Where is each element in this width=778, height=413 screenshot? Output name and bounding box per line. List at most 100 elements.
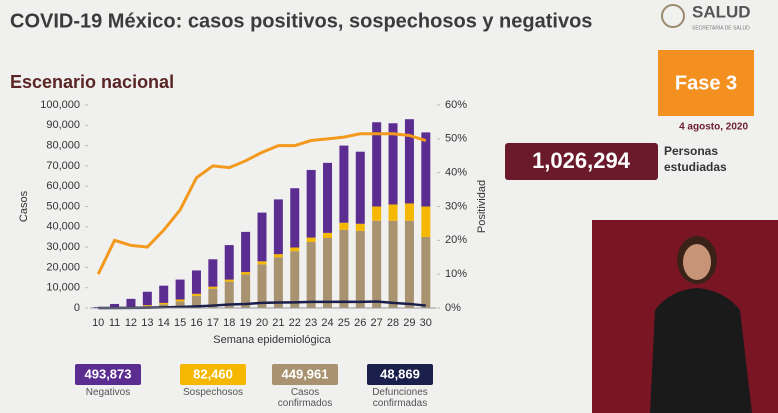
legend-total: 48,869: [380, 366, 420, 381]
bar-segment: [290, 251, 300, 308]
legend-total: 449,961: [282, 366, 329, 381]
bar-segment: [404, 220, 414, 308]
x-tick-label: 25: [338, 317, 350, 329]
bar-segment: [110, 303, 120, 308]
bar-segment: [404, 119, 414, 204]
x-tick-label: 17: [207, 317, 219, 329]
x-tick-label: 29: [403, 317, 415, 329]
bar-segment: [208, 288, 218, 308]
x-tick-label: 22: [289, 317, 301, 329]
bar-segment: [273, 254, 283, 258]
y2-tick-label: 50%: [445, 133, 467, 145]
y-tick-label: 80,000: [46, 140, 80, 152]
bar-segment: [388, 123, 398, 205]
logo: SALUD: [692, 2, 751, 21]
legend-label-box: Defunciones confirmadas: [372, 387, 428, 409]
bar-segment: [306, 237, 316, 243]
bar-segment: [273, 199, 283, 255]
bar-segment: [323, 162, 333, 233]
legend-swatch: [180, 364, 246, 385]
y-tick-label: 10,000: [46, 282, 80, 294]
bar-segment: [323, 232, 333, 238]
bar-segment: [323, 237, 333, 308]
y2-tick-label: 60%: [445, 99, 467, 111]
x-tick-label: 11: [109, 317, 120, 329]
bar-segment: [159, 285, 169, 303]
x-tick-label: 20: [256, 317, 268, 329]
bar-segment: [355, 223, 365, 231]
studied-value: 1,026,294: [532, 148, 631, 173]
legend-label-box: Casos confirmados: [277, 387, 333, 409]
logo-emblem: [661, 4, 685, 28]
bar-segment: [224, 281, 234, 308]
bar-segment: [175, 301, 185, 308]
studied-box: [505, 143, 658, 180]
bar-segment: [241, 272, 251, 275]
bar-segment: [159, 302, 169, 305]
y-axis-label: Casos: [18, 190, 30, 222]
x-tick-label: 30: [420, 317, 432, 329]
y-tick-label: 100,000: [40, 99, 80, 111]
bar-segment: [191, 293, 201, 296]
bar-segment: [191, 295, 201, 308]
bar-segment: [372, 122, 382, 207]
legend-swatch: [367, 364, 433, 385]
bar-segment: [175, 299, 185, 302]
legend-total: 493,873: [85, 366, 132, 381]
x-tick-label: 12: [125, 317, 137, 329]
x-tick-label: 28: [387, 317, 399, 329]
bar-segment: [404, 203, 414, 221]
y2-tick-label: 0%: [445, 302, 461, 314]
x-tick-label: 14: [158, 317, 170, 329]
x-tick-label: 15: [174, 317, 186, 329]
y2-tick-label: 40%: [445, 167, 467, 179]
bar-segment: [290, 188, 300, 248]
y-tick-label: 20,000: [46, 261, 80, 273]
x-axis-label: Semana epidemiológica: [213, 334, 331, 346]
bar-segment: [388, 220, 398, 308]
interpreter-face: [683, 244, 711, 280]
bar-segment: [208, 286, 218, 289]
y2-tick-label: 30%: [445, 200, 467, 212]
bar-segment: [388, 204, 398, 221]
legend-label-box: Sospechosos: [183, 387, 243, 398]
y2-axis-label: Positividad: [476, 180, 488, 233]
bar-segment: [257, 261, 267, 265]
phase: Fase 3: [675, 72, 737, 94]
bar-segment: [175, 279, 185, 300]
bar-segment: [421, 132, 431, 207]
bar-segment: [355, 230, 365, 308]
bar-segment: [421, 236, 431, 308]
y-tick-label: 60,000: [46, 180, 80, 192]
bar-segment: [257, 264, 267, 308]
title: COVID-19 México: casos positivos, sospec…: [10, 10, 592, 32]
chart: 0 10,000 20,000 30,000 40,000 50,000 60,000 70,…: [18, 99, 488, 346]
legend-label: Negativos: [85, 387, 131, 398]
bar-segment: [306, 169, 316, 238]
date: 4 agosto, 2020: [679, 122, 748, 133]
y-tick-label: 0: [74, 302, 80, 314]
legend-label: Casos confirmados: [277, 387, 333, 409]
y-tick-label: 40,000: [46, 221, 80, 233]
phase-box: [658, 50, 754, 116]
bar-segment: [224, 245, 234, 280]
y2-tick-label: 10%: [445, 268, 467, 280]
bar-segment: [142, 305, 152, 307]
bar-segment: [257, 212, 267, 262]
studied-label-box: Personas estudiadas: [664, 144, 727, 174]
bar-segment: [290, 247, 300, 252]
y2-tick-label: 20%: [445, 234, 467, 246]
bar-segment: [355, 151, 365, 224]
bar-segment: [191, 270, 201, 294]
x-tick-label: 27: [371, 317, 383, 329]
legend-label-box: Negativos: [85, 387, 131, 398]
x-tick-label: 13: [141, 317, 153, 329]
line: [96, 132, 427, 275]
x-tick-label: 23: [305, 317, 317, 329]
bar-segment: [339, 222, 349, 230]
bar-segment: [126, 298, 136, 307]
interpreter-body: [650, 288, 752, 413]
bar-segment: [339, 145, 349, 223]
logo-sub: SECRETARÍA DE SALUD: [692, 24, 750, 31]
